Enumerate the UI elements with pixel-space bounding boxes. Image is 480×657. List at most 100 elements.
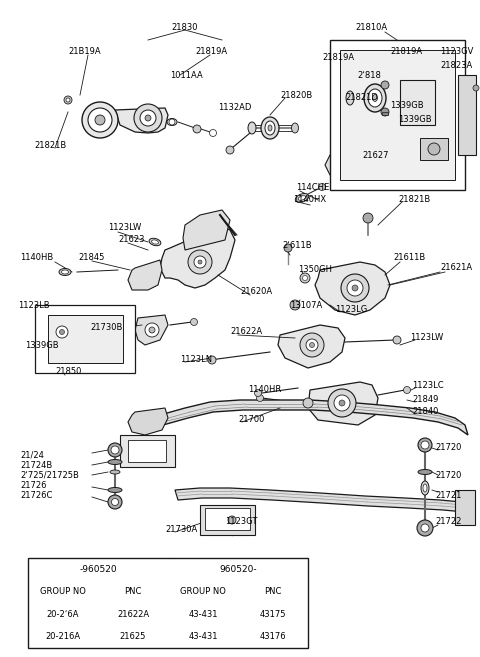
Ellipse shape (421, 481, 429, 495)
Ellipse shape (291, 123, 299, 133)
Text: 21625: 21625 (120, 632, 146, 641)
Text: -960520: -960520 (79, 565, 117, 574)
Text: 20-216A: 20-216A (46, 632, 81, 641)
Text: 20-2‘6A: 20-2‘6A (47, 610, 79, 619)
Text: 21820B: 21820B (280, 91, 312, 99)
Ellipse shape (423, 484, 427, 492)
Bar (128, 440, 166, 462)
Text: 21730A: 21730A (165, 526, 197, 535)
Text: 21722: 21722 (435, 518, 461, 526)
Polygon shape (160, 228, 235, 288)
Text: 1140HX: 1140HX (293, 196, 326, 204)
Text: 21622A: 21622A (117, 610, 149, 619)
Text: 1123LW: 1123LW (108, 223, 141, 233)
Text: PNC: PNC (264, 587, 282, 597)
Bar (420, 138, 448, 160)
Text: 21720: 21720 (435, 443, 461, 453)
Text: 1350GH: 1350GH (298, 265, 332, 275)
Circle shape (188, 250, 212, 274)
Text: 1132AD: 1132AD (218, 104, 252, 112)
Text: 21845: 21845 (78, 254, 104, 263)
Text: 21819A: 21819A (390, 47, 422, 57)
Circle shape (88, 108, 112, 132)
Bar (330, 40, 465, 190)
Bar (200, 505, 255, 535)
Ellipse shape (59, 269, 71, 275)
Bar (120, 435, 175, 467)
Text: 1140HB: 1140HB (20, 254, 53, 263)
Text: 1123LG: 1123LG (335, 306, 367, 315)
Circle shape (254, 390, 262, 397)
Ellipse shape (368, 89, 382, 107)
Circle shape (421, 441, 429, 449)
Text: 21623: 21623 (118, 235, 144, 244)
Circle shape (381, 108, 389, 116)
Circle shape (328, 389, 356, 417)
Text: 1339GB: 1339GB (25, 340, 59, 350)
Text: 21823A: 21823A (440, 60, 472, 70)
Bar (382, 112, 388, 115)
Text: 1123GV: 1123GV (440, 47, 473, 57)
Text: GROUP NO: GROUP NO (180, 587, 226, 597)
Text: 21/24: 21/24 (20, 451, 44, 459)
Text: 1123LN: 1123LN (180, 355, 212, 365)
Polygon shape (135, 400, 468, 435)
Text: 21810A: 21810A (355, 24, 387, 32)
Circle shape (64, 96, 72, 104)
Circle shape (108, 443, 122, 457)
Text: PNC: PNC (124, 587, 142, 597)
Circle shape (341, 274, 369, 302)
Text: 21620A: 21620A (240, 288, 272, 296)
Circle shape (300, 333, 324, 357)
Bar (400, 80, 435, 125)
Circle shape (428, 143, 440, 155)
Circle shape (381, 81, 389, 89)
Ellipse shape (372, 95, 377, 101)
Text: 21819A: 21819A (195, 47, 227, 57)
Circle shape (404, 386, 410, 394)
Circle shape (256, 394, 264, 401)
Text: 1123LB: 1123LB (18, 300, 49, 309)
Circle shape (56, 326, 68, 338)
Text: 21726C: 21726C (20, 491, 52, 499)
Text: 1123LW: 1123LW (410, 334, 443, 342)
Text: 21700: 21700 (238, 415, 264, 424)
Text: 43-431: 43-431 (188, 610, 218, 619)
Circle shape (60, 330, 64, 334)
Ellipse shape (268, 125, 272, 131)
Text: 2‘725/21725B: 2‘725/21725B (20, 470, 79, 480)
Polygon shape (175, 488, 470, 514)
Circle shape (66, 98, 70, 102)
Circle shape (82, 102, 118, 138)
Circle shape (393, 336, 401, 344)
Text: 21611B: 21611B (393, 254, 425, 263)
Circle shape (145, 115, 151, 121)
Text: 21724B: 21724B (20, 461, 52, 470)
Text: 1123GT: 1123GT (225, 518, 257, 526)
Ellipse shape (261, 117, 279, 139)
Circle shape (303, 398, 313, 408)
Ellipse shape (298, 196, 306, 200)
Text: 2‘818: 2‘818 (357, 70, 381, 79)
Polygon shape (135, 315, 168, 345)
Text: 13107A: 13107A (290, 300, 322, 309)
Polygon shape (325, 148, 348, 175)
Text: 21720: 21720 (435, 470, 461, 480)
Polygon shape (115, 108, 168, 133)
Circle shape (198, 260, 202, 264)
Circle shape (134, 104, 162, 132)
Circle shape (228, 516, 236, 524)
Bar (35, 305, 135, 373)
Text: 43176: 43176 (260, 632, 286, 641)
Polygon shape (315, 262, 390, 315)
Circle shape (169, 119, 175, 125)
Circle shape (421, 524, 429, 532)
Circle shape (300, 273, 310, 283)
Ellipse shape (364, 84, 386, 112)
Text: 21830: 21830 (172, 24, 198, 32)
Circle shape (319, 183, 325, 191)
Text: 21821B: 21821B (398, 196, 430, 204)
Circle shape (334, 395, 350, 411)
Circle shape (347, 280, 363, 296)
Text: 21621A: 21621A (440, 263, 472, 273)
